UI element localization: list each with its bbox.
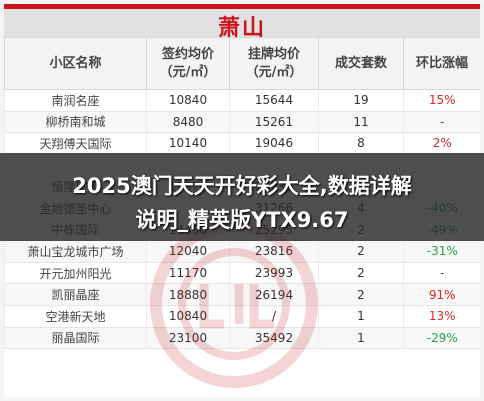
table-row: 南润名座 10840 15644 19 15% [4,89,480,112]
cell-sign-price: 23100 [146,327,230,350]
cell-list-price: 26194 [229,283,319,306]
cell-change: - [403,262,480,285]
header-list-price: 挂牌均价 （元/㎡） [229,37,319,90]
cell-list-price: / [229,305,319,328]
table-row: 萧山宝龙城市广场 12040 23816 2 -31% [4,240,480,263]
cell-sign-price: 12040 [146,240,230,263]
cell-sign-price: 8480 [146,111,230,134]
cell-change: -31% [403,240,480,263]
table-row: 开元加州阳光 11170 23993 2- [4,262,480,285]
cell-change: 91% [403,283,480,306]
cell-change: -29% [403,327,480,350]
cell-list-price: 23816 [229,240,319,263]
cell-deal-count: 19 [318,89,404,112]
table-row: 凯丽晶座 18880 26194 2 91% [4,283,480,306]
table-row: 丽晶国际 23100 35492 1 -29% [4,327,480,350]
cell-change: 15% [403,89,480,112]
header-change: 环比涨幅 [403,37,480,90]
header-sign-price-label: 签约均价 [161,46,214,62]
cell-sign-price: 10140 [146,132,230,155]
text-overlay-banner [0,153,484,241]
overlay-headline: 2025澳门天天开好彩大全,数据详解 [72,174,412,198]
cell-list-price: 23993 [229,262,319,285]
header-community: 小区名称 [4,37,147,90]
cell-sign-price: 18880 [146,283,230,306]
cell-community-name: 凯丽晶座 [4,283,147,306]
header-sign-price: 签约均价 （元/㎡） [146,37,230,90]
header-deal-count: 成交套数 [318,37,404,90]
table-row: 柳桥南和城 8480 15261 11- [4,111,480,134]
cell-community-name: 南润名座 [4,89,147,112]
header-sign-price-unit: （元/㎡） [159,64,217,80]
overlay-subline: 说明_精英版YTX9.67 [135,208,349,232]
title-accent-bar [4,4,480,9]
cell-change: 13% [403,305,480,328]
cell-deal-count: 1 [318,327,404,350]
header-list-price-unit: （元/㎡） [245,64,303,80]
title-bar: 萧山 [4,4,480,41]
cell-community-name: 萧山宝龙城市广场 [4,240,147,263]
cell-sign-price: 11170 [146,262,230,285]
table-row: 天翔傅天国际 10140 19046 8 2% [4,132,480,155]
cell-community-name: 开元加州阳光 [4,262,147,285]
cell-list-price: 19046 [229,132,319,155]
cell-deal-count: 2 [318,283,404,306]
cell-community-name: 柳桥南和城 [4,111,147,134]
cell-deal-count: 2 [318,240,404,263]
cell-community-name: 丽晶国际 [4,327,147,350]
cell-deal-count: 1 [318,305,404,328]
table-header-row: 小区名称 签约均价 （元/㎡） 挂牌均价 （元/㎡） 成交套数 环比涨幅 [4,37,480,90]
cell-deal-count: 8 [318,132,404,155]
cell-change: 2% [403,132,480,155]
cell-community-name: 空港新天地 [4,305,147,328]
cell-community-name: 天翔傅天国际 [4,132,147,155]
cell-change: - [403,111,480,134]
header-list-price-label: 挂牌均价 [247,46,300,62]
cell-deal-count: 11 [318,111,404,134]
cell-list-price: 35492 [229,327,319,350]
cell-sign-price: 10840 [146,89,230,112]
cell-list-price: 15261 [229,111,319,134]
table-row: 空港新天地 10840/1 13% [4,305,480,328]
page-title: 萧山 [217,16,266,41]
cell-list-price: 15644 [229,89,319,112]
cell-deal-count: 2 [318,262,404,285]
cell-sign-price: 10840 [146,305,230,328]
